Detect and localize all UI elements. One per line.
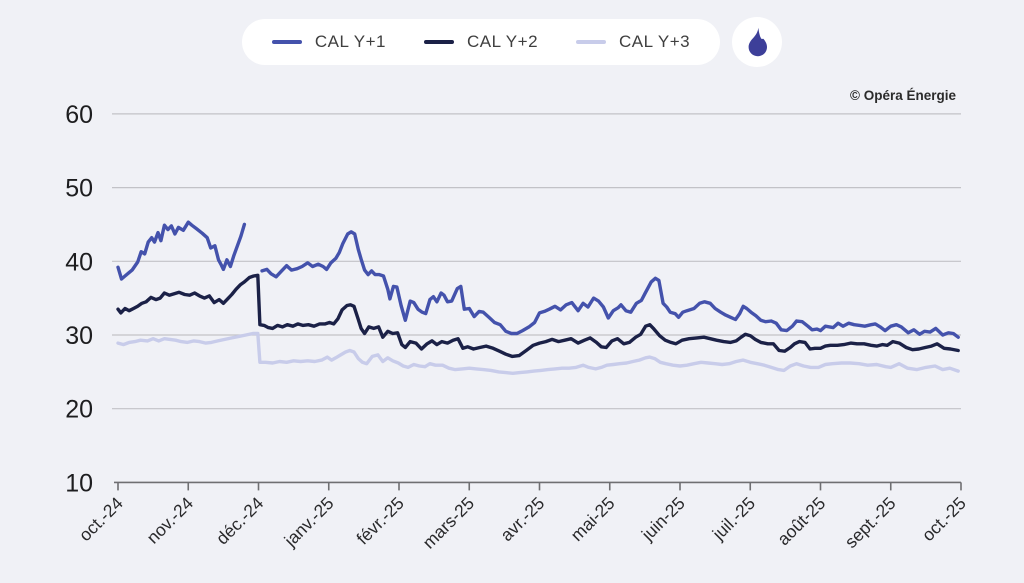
series-line-cal-y-1: [116, 220, 247, 281]
legend-item-cal-y3[interactable]: CAL Y+3: [576, 32, 690, 52]
series-line-cal-y-3: [116, 331, 960, 375]
legend-item-cal-y1[interactable]: CAL Y+1: [271, 32, 386, 52]
y-tick-label: 30: [65, 322, 93, 350]
x-tick-label: nov.-24: [143, 493, 198, 548]
copyright-attribution: © Opéra Énergie: [850, 88, 956, 103]
x-tick-label: juil.-25: [708, 493, 759, 544]
cal-y3-line-swatch: [576, 40, 607, 44]
legend-label-cal-y3: CAL Y+3: [619, 32, 691, 51]
x-tick-label: avr.-25: [496, 493, 548, 545]
y-tick-label: 20: [65, 396, 93, 424]
cal-y1-line-swatch: [271, 40, 302, 44]
x-tick-label: oct.-24: [75, 493, 127, 545]
x-tick-label: janv.-25: [280, 493, 338, 551]
x-tick-label: févr.-25: [352, 493, 407, 548]
series-line-cal-y-2: [116, 273, 960, 359]
legend-bar: CAL Y+1 CAL Y+2 CAL Y+3: [0, 17, 1024, 67]
series-line-cal-y-1: [260, 230, 960, 339]
legend-label-cal-y1: CAL Y+1: [314, 32, 386, 51]
x-tick-label: mai-25: [567, 493, 619, 545]
x-tick-label: mars-25: [419, 493, 479, 553]
cal-y2-line-swatch: [423, 40, 454, 44]
x-tick-label: sept.-25: [841, 493, 900, 552]
gas-flame-icon: [748, 27, 767, 56]
x-tick-label: oct.-25: [918, 493, 970, 545]
x-tick-label: juin-25: [637, 493, 689, 545]
x-tick-label: août-25: [773, 493, 829, 549]
x-tick-label: déc.-24: [212, 493, 268, 549]
y-tick-label: 60: [65, 101, 93, 129]
y-tick-label: 50: [65, 175, 93, 203]
legend-label-cal-y2: CAL Y+2: [466, 32, 539, 51]
y-tick-label: 40: [65, 248, 93, 276]
legend-item-cal-y2[interactable]: CAL Y+2: [423, 32, 539, 52]
legend: CAL Y+1 CAL Y+2 CAL Y+3: [241, 19, 721, 65]
gas-badge: [732, 17, 783, 67]
y-tick-label: 10: [65, 469, 93, 497]
